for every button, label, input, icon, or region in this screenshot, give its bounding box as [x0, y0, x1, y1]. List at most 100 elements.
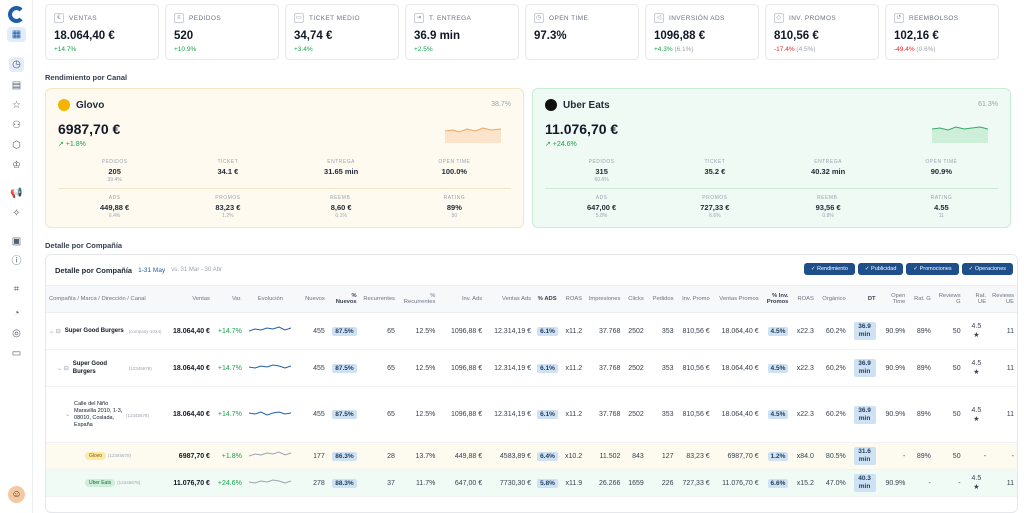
cell-ventasads: 12.314,19 € [485, 349, 535, 387]
wallet-icon[interactable]: ▣ [11, 236, 22, 247]
target-icon[interactable]: ◎ [12, 328, 21, 339]
column-header[interactable]: % Recurrentes [397, 285, 439, 313]
glovo-change: ↗ +1.8% [58, 141, 86, 148]
kpi-card[interactable]: € VENTAS 18.064,40 € +14.7% [45, 4, 159, 60]
kpi-label: INV. PROMOS [789, 14, 837, 22]
date-range[interactable]: 1-31 May [138, 266, 166, 274]
column-header[interactable]: Recurrentes [359, 285, 398, 313]
filter-button[interactable]: ✓ Promociones [906, 263, 959, 275]
building-icon[interactable]: ▦ [7, 27, 26, 42]
column-header[interactable]: Ventas Ads [485, 285, 535, 313]
column-header[interactable]: ROAS [559, 285, 586, 313]
gauge-icon[interactable]: ◔ [13, 308, 20, 319]
cell-spark [244, 312, 296, 350]
kpi-card[interactable]: ≡ PEDIDOS 520 +10.9% [165, 4, 279, 60]
column-header[interactable]: Ventas [168, 285, 213, 313]
kpi-card[interactable]: ⇥ T. ENTREGA 36.9 min +2.5% [405, 4, 519, 60]
company-cell[interactable]: Glovo (12345678) [46, 442, 169, 470]
column-header[interactable]: DT [848, 285, 879, 313]
column-header[interactable]: % ADS [534, 285, 560, 313]
alert-icon[interactable]: ⓘ [11, 256, 22, 267]
column-header[interactable]: Impresiones [585, 285, 624, 313]
cell-pads: 6.1% [534, 312, 560, 350]
panel-title: Detalle por Compañía [55, 265, 133, 275]
cell-ventas: 18.064,40 € [168, 349, 213, 387]
column-header[interactable]: Inv. Promo [676, 285, 713, 313]
column-header[interactable]: Rat. UE [963, 285, 990, 313]
app-logo[interactable] [8, 6, 25, 23]
evolution-sparkline [249, 326, 292, 332]
cell-ventas: 6987,70 € [168, 442, 213, 470]
star-icon: ★ [973, 369, 980, 376]
table-row[interactable]: ⌄Calle del Niño Maravilla 2010, 1-3, 080… [46, 386, 1017, 443]
column-header[interactable]: Pedidos [646, 285, 677, 313]
cell-ratg: 89% [908, 442, 934, 470]
column-header[interactable]: % Nuevos [327, 285, 360, 313]
column-header[interactable]: Nuevos [295, 285, 328, 313]
sparkle-icon[interactable]: ✧ [12, 208, 21, 219]
column-header[interactable]: % Inv. Promos [761, 285, 792, 313]
kpi-value: 36.9 min [414, 30, 461, 42]
table-row[interactable]: Uber Eats (12345678) 11.076,70 € +24.6% 278… [46, 469, 1017, 497]
cell-ot: 90.9% [878, 469, 909, 497]
column-header[interactable]: Ventas Promos [712, 285, 762, 313]
ticket-icon: ▭ [294, 13, 304, 23]
evolution-sparkline [249, 451, 292, 457]
kpi-card[interactable]: ↺ REEMBOLSOS 102,16 € -49.4% (0.6%) [885, 4, 999, 60]
filter-button[interactable]: ✓ Rendimiento [803, 263, 855, 275]
column-header[interactable]: Var. [212, 285, 245, 313]
filter-button[interactable]: ✓ Publicidad [857, 263, 904, 275]
glovo-sparkline [445, 127, 501, 143]
channel-metric: TICKET 34.1 € [217, 159, 239, 176]
channel-metric: OPEN TIME 90.9% [925, 159, 958, 176]
kpi-extra: (6.1%) [674, 46, 694, 53]
cell-spark [244, 386, 296, 443]
map-icon[interactable]: ⌗ [13, 284, 20, 295]
kpi-row: € VENTAS 18.064,40 € +14.7% ≡ PEDIDOS 520 … [45, 4, 999, 60]
cell-ventas: 11.076,70 € [168, 469, 213, 497]
company-cell[interactable]: ⌄ ⊟Super Good Burgers (12345678) [46, 349, 169, 387]
megaphone-icon[interactable]: 📢 [10, 188, 23, 199]
column-header[interactable]: Rat. G [908, 285, 934, 313]
column-header[interactable]: Evolución [244, 285, 296, 313]
kpi-card[interactable]: ◁ INVERSIÓN ADS 1096,88 € +4.3% (6.1%) [645, 4, 759, 60]
avatar[interactable]: ☺ [8, 486, 25, 503]
table-row[interactable]: ⌄ ⊟ Super Good Burgers (company-1024) 18.0… [46, 312, 1017, 350]
channel-card-glovo[interactable]: Glovo 38.7% 6987,70 € ↗ +1.8% PEDIDOS 205… [45, 88, 524, 228]
star-icon[interactable]: ☆ [12, 100, 21, 111]
company-cell[interactable]: ⌄ ⊟ Super Good Burgers (company-1024) [46, 312, 169, 350]
company-cell[interactable]: Uber Eats (12345678) [46, 469, 169, 497]
column-header[interactable]: Clicks [623, 285, 647, 313]
cell-spark [244, 442, 296, 470]
filter-button[interactable]: ✓ Operaciones [961, 263, 1013, 275]
column-header[interactable]: Reviews G [933, 285, 964, 313]
kpi-card[interactable]: ▭ TICKET MEDIO 34,74 € +3.4% [285, 4, 399, 60]
clock-icon[interactable]: ◷ [9, 57, 24, 72]
channel-card-uber[interactable]: Uber Eats 61.3% 11.076,70 € ↗ +24.6% PED… [532, 88, 1011, 228]
uber-logo-icon [545, 99, 557, 111]
company-cell[interactable]: ⌄Calle del Niño Maravilla 2010, 1-3, 080… [46, 386, 169, 443]
table-row[interactable]: Glovo (12345678) 6987,70 € +1.8% 177 86.3% 28… [46, 442, 1017, 470]
star-icon: ★ [973, 332, 980, 339]
crown-icon[interactable]: ♔ [12, 160, 21, 171]
column-header[interactable]: Open Time [878, 285, 909, 313]
calendar-icon[interactable]: ▭ [11, 348, 22, 359]
column-header[interactable]: Orgánico [816, 285, 849, 313]
kpi-card[interactable]: ◷ OPEN TIME 97.3% [525, 4, 639, 60]
column-header[interactable]: Reviews UE [989, 285, 1017, 313]
column-header[interactable]: Inv. Ads [438, 285, 486, 313]
cell-ratue: 4.5 ★ [963, 386, 990, 443]
uber-sparkline [932, 126, 988, 143]
box-icon[interactable]: ⬡ [12, 140, 21, 151]
column-header[interactable]: Compañía / Marca / Dirección / Canal [46, 285, 169, 313]
cell-roas: x11.9 [559, 469, 586, 497]
cell-ot: 90.9% [878, 312, 909, 350]
cell-pinv: 4.5% [761, 312, 792, 350]
grid-icon[interactable]: ▤ [11, 80, 22, 91]
column-header[interactable]: ROAS [791, 285, 817, 313]
kpi-card[interactable]: ◇ INV. PROMOS 810,56 € -17.4% (4.5%) [765, 4, 879, 60]
table-row[interactable]: ⌄ ⊟Super Good Burgers (12345678) 18.064,4… [46, 349, 1017, 387]
users-icon[interactable]: ⚇ [12, 120, 21, 131]
cell-imp: 37.768 [585, 386, 624, 443]
megaphone-icon: ◁ [654, 13, 664, 23]
